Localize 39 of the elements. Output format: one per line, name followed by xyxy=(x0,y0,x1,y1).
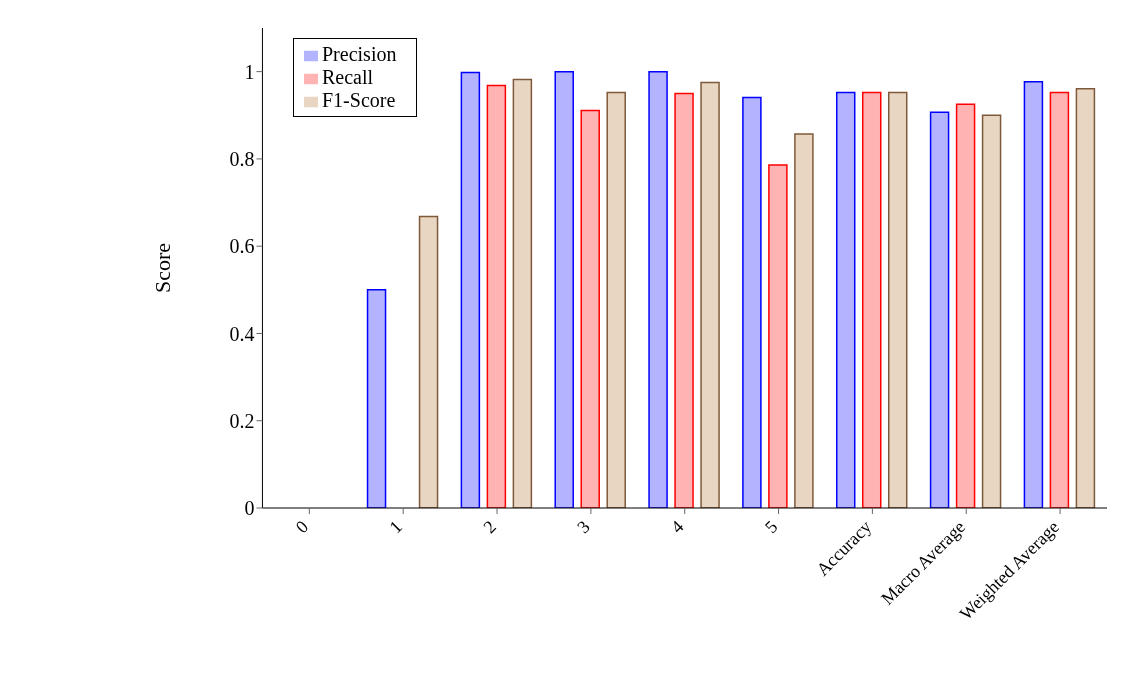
y-axis-title: Score xyxy=(150,242,176,294)
bar xyxy=(861,91,882,508)
bar xyxy=(835,91,856,508)
legend-label: Recall xyxy=(322,66,374,88)
bar xyxy=(674,92,694,508)
bar xyxy=(648,70,668,508)
bar xyxy=(606,91,626,508)
x-tick-label: 3 xyxy=(573,516,594,538)
bar xyxy=(742,96,762,508)
y-tick-label: 0.8 xyxy=(229,148,255,171)
y-tick-label: 1 xyxy=(244,60,255,83)
bar xyxy=(580,109,600,508)
bar xyxy=(512,78,533,508)
y-tick-label: 0.6 xyxy=(229,235,255,258)
x-tick-label: 2 xyxy=(479,516,500,538)
x-tick-label: 4 xyxy=(667,516,688,538)
bar xyxy=(366,289,387,508)
x-tick-label: 5 xyxy=(760,516,782,538)
x-tick-label: 1 xyxy=(385,516,407,538)
bar xyxy=(486,84,507,508)
y-tick-label: 0 xyxy=(244,497,255,520)
bar xyxy=(929,111,950,508)
bar xyxy=(768,164,788,508)
y-tick-label: 0.4 xyxy=(229,322,255,345)
x-tick-label: 0 xyxy=(291,516,313,538)
bar xyxy=(460,71,481,508)
bar xyxy=(981,114,1002,508)
bar xyxy=(418,215,439,508)
bar xyxy=(887,91,908,508)
bar xyxy=(554,70,574,508)
legend-label: Precision xyxy=(322,43,397,65)
bar xyxy=(1023,80,1044,508)
bar xyxy=(794,133,814,508)
bar xyxy=(1049,91,1070,508)
legend-label: F1-Score xyxy=(322,89,396,111)
y-tick-label: 0.2 xyxy=(229,409,255,432)
bar xyxy=(1075,87,1096,508)
bar xyxy=(700,81,720,508)
bar xyxy=(955,103,976,508)
